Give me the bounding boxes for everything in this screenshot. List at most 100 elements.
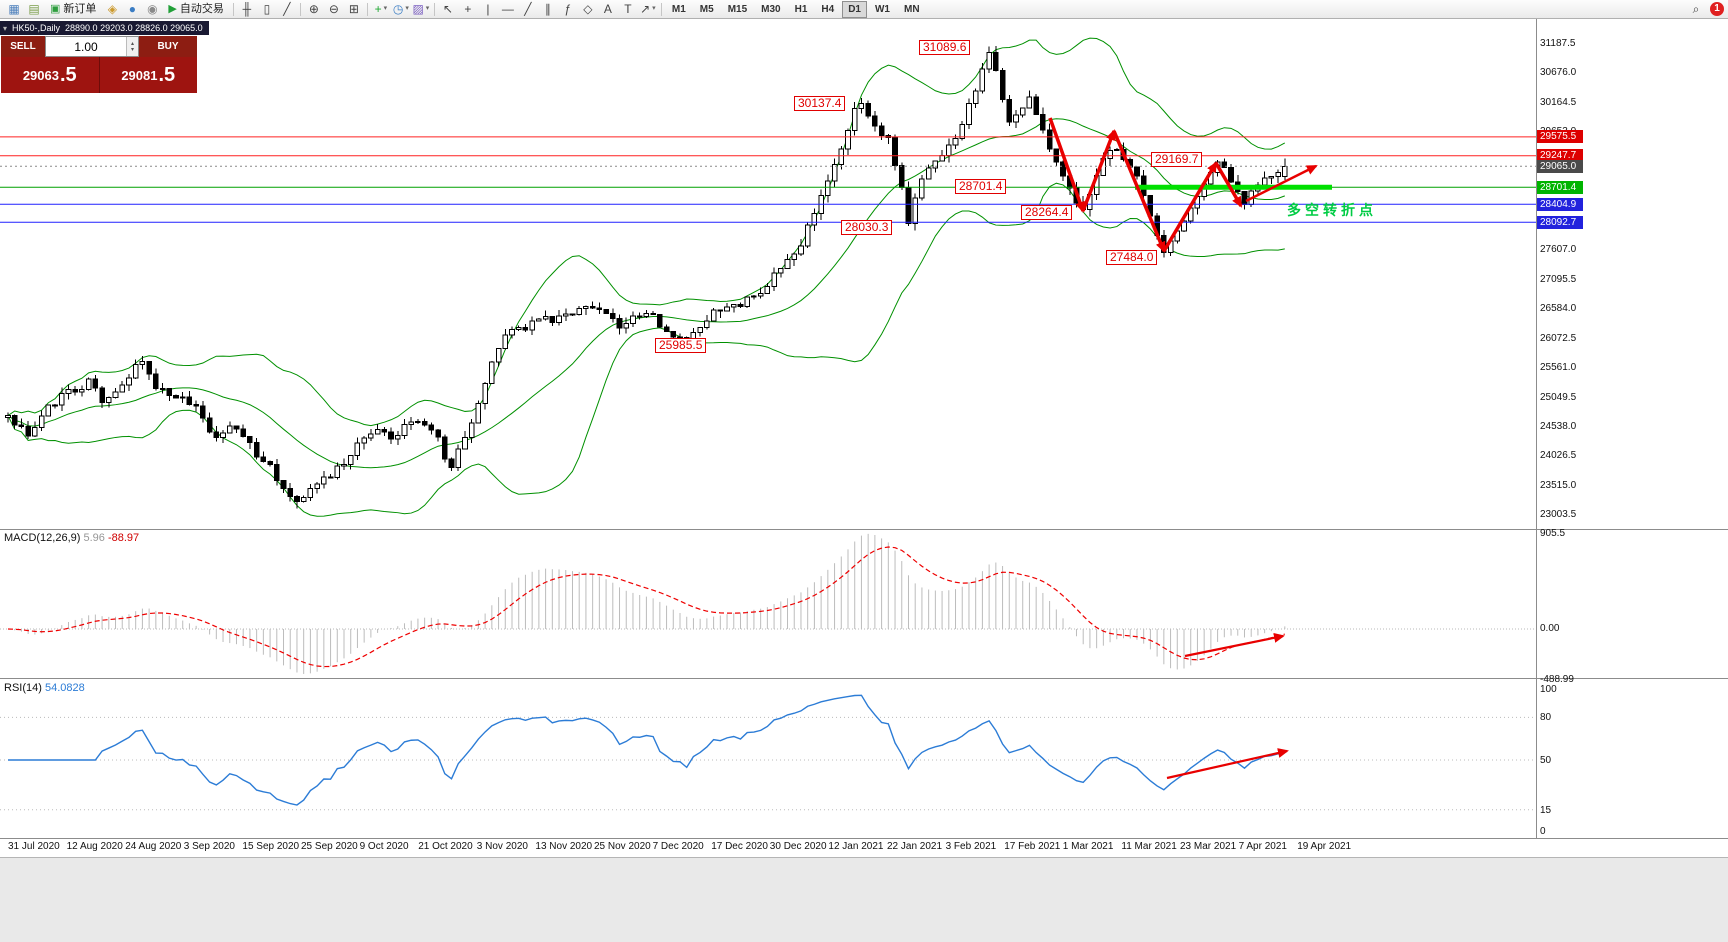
market-icon: ●: [128, 2, 137, 16]
timeframe-mn[interactable]: MN: [903, 3, 920, 15]
vertical-line-icon[interactable]: |: [478, 0, 498, 18]
shapes-icon: ◇: [583, 2, 593, 16]
crosshair-icon: +: [464, 2, 472, 16]
templates-icon: ▨: [412, 2, 424, 16]
market-icon[interactable]: ●: [122, 0, 142, 18]
macd-main-value: 5.96: [83, 532, 105, 544]
macd-signal-value: -88.97: [107, 532, 140, 544]
line-chart-icon: ╱: [283, 2, 291, 16]
timeframe-m30[interactable]: M30: [761, 3, 781, 15]
one-click-trading-panel: SELL ▴ ▾ BUY 29063.5 29081.5: [1, 36, 197, 93]
rsi-pane: [0, 694, 1536, 811]
sell-price-main: 29063: [22, 67, 59, 83]
indicators-icon: +: [374, 2, 382, 16]
line-chart-icon[interactable]: ╱: [277, 0, 297, 18]
horizontal-line-icon[interactable]: —: [498, 0, 518, 18]
search-icon[interactable]: ⌕: [1692, 2, 1700, 16]
macd-signal-line: [7, 546, 1285, 668]
toolbar-separator: [366, 2, 368, 16]
macd-name: MACD(12,26,9): [4, 532, 81, 544]
spin-down-icon[interactable]: ▾: [130, 46, 134, 53]
zoom-in-icon: ⊕: [308, 2, 319, 16]
dropdown-arrow-icon: ▾: [652, 5, 656, 12]
period-icon: ◷: [392, 2, 404, 16]
text-icon: A: [603, 2, 612, 16]
bar-chart-icon[interactable]: ╫: [237, 0, 257, 18]
tile-windows-icon: ⊞: [348, 2, 359, 16]
metaeditor-icon: ◈: [107, 2, 118, 16]
cursor-icon: ↖: [442, 2, 453, 16]
toolbar-separator: [299, 2, 301, 16]
arrows-icon[interactable]: ↗ ▾: [638, 0, 658, 18]
fibonacci-icon[interactable]: ƒ: [558, 0, 578, 18]
data-window-icon[interactable]: ▤: [24, 0, 44, 18]
chart-symbol-title: ▾ HK50-,Daily 28890.0 29203.0 28826.0 29…: [0, 21, 209, 35]
market-watch-icon[interactable]: ▦: [4, 0, 24, 18]
panel-collapse-icon[interactable]: ▾: [3, 23, 8, 33]
candlestick-chart-icon: ▯: [263, 2, 271, 16]
auto-trading-button: ▶: [168, 3, 177, 15]
text-icon[interactable]: A: [598, 0, 618, 18]
toolbar-separator: [433, 2, 435, 16]
timeframe-d1[interactable]: D1: [842, 0, 867, 18]
buy-price-main: 29081: [121, 67, 158, 83]
bollinger-upper-band: [7, 37, 1286, 427]
fibonacci-icon: ƒ: [564, 2, 572, 16]
timeframe-h1[interactable]: H1: [794, 3, 808, 15]
timeframe-m1[interactable]: M1: [671, 3, 686, 15]
zoom-in-icon[interactable]: ⊕: [304, 0, 324, 18]
rsi-indicator-label: RSI(14) 54.0828: [4, 682, 85, 694]
metaeditor-icon[interactable]: ◈: [102, 0, 122, 18]
timeframe-m15[interactable]: M15: [727, 3, 748, 15]
cursor-icon[interactable]: ↖: [438, 0, 458, 18]
zoom-out-icon[interactable]: ⊖: [324, 0, 344, 18]
macd-pane: [0, 533, 1536, 674]
trendline-icon: ╱: [524, 2, 532, 16]
buy-price[interactable]: 29081.5: [99, 57, 197, 93]
timeframe-m5[interactable]: M5: [699, 3, 714, 15]
data-window-icon: ▤: [28, 2, 40, 16]
auto-trading-button[interactable]: ▶ 自动交易: [168, 3, 224, 15]
dropdown-arrow-icon: ▾: [425, 5, 430, 12]
main-toolbar: ▦ ▤ ▣ 新订单 ◈ ● ◉ ▶ 自动交易 ╫ ▯ ╱ ⊕ ⊖ ⊞ + ▾ ◷ ▾ ▨ ▾ ↖ + | — ╱ ∥ ƒ ◇ A T ↗ ▾ M1…: [0, 0, 1728, 19]
rsi-name: RSI(14): [4, 682, 42, 694]
market-watch-icon: ▦: [8, 2, 20, 16]
arrows-icon: ↗: [640, 2, 651, 16]
bollinger-lower-band: [7, 182, 1285, 517]
spin-up-icon[interactable]: ▴: [130, 40, 134, 47]
period-icon[interactable]: ◷ ▾: [391, 0, 411, 18]
dropdown-arrow-icon: ▾: [405, 5, 409, 12]
crosshair-icon[interactable]: +: [458, 0, 478, 18]
candles: [5, 46, 1288, 509]
new-order-button: ▣: [50, 3, 61, 15]
shapes-icon[interactable]: ◇: [578, 0, 598, 18]
bar-chart-icon: ╫: [242, 2, 252, 16]
volume-spinner[interactable]: ▴ ▾: [126, 37, 138, 56]
indicators-icon[interactable]: + ▾: [371, 0, 391, 18]
horizontal-line-icon: —: [501, 2, 514, 16]
equidistant-channel-icon: ∥: [544, 2, 551, 16]
sell-price[interactable]: 29063.5: [1, 57, 100, 93]
macd-indicator-label: MACD(12,26,9) 5.96 -88.97: [4, 532, 139, 544]
candlestick-chart-icon[interactable]: ▯: [257, 0, 277, 18]
trendline-icon[interactable]: ╱: [518, 0, 538, 18]
text-label-icon[interactable]: T: [618, 0, 638, 18]
volume-input[interactable]: [46, 37, 126, 56]
rsi-line: [8, 694, 1286, 806]
equidistant-channel-icon[interactable]: ∥: [538, 0, 558, 18]
sell-price-frac: .5: [59, 63, 77, 86]
timeframe-w1[interactable]: W1: [874, 3, 890, 15]
text-label-icon: T: [624, 2, 632, 16]
templates-icon[interactable]: ▨ ▾: [411, 0, 431, 18]
toolbar-separator: [232, 2, 234, 16]
tile-windows-icon[interactable]: ⊞: [344, 0, 364, 18]
rsi-trend-arrow: [1166, 748, 1289, 780]
buy-button[interactable]: BUY: [139, 36, 197, 57]
new-order-button[interactable]: ▣ 新订单: [50, 3, 97, 15]
notification-badge[interactable]: 1: [1710, 2, 1724, 16]
timeframe-h4[interactable]: H4: [821, 3, 835, 15]
sounds-icon[interactable]: ◉: [142, 0, 162, 18]
sell-button[interactable]: SELL: [1, 36, 45, 57]
